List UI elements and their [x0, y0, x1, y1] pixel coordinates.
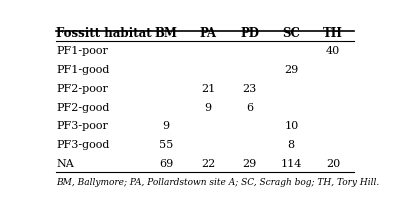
Text: 23: 23: [242, 84, 257, 94]
Text: BM: BM: [155, 27, 178, 40]
Text: SC: SC: [282, 27, 300, 40]
Text: PF2-good: PF2-good: [56, 103, 110, 113]
Text: 10: 10: [284, 121, 298, 131]
Text: 20: 20: [326, 159, 340, 169]
Text: 8: 8: [288, 140, 295, 150]
Text: 9: 9: [204, 103, 212, 113]
Text: TH: TH: [323, 27, 343, 40]
Text: PF2-poor: PF2-poor: [56, 84, 108, 94]
Text: 69: 69: [159, 159, 174, 169]
Text: 40: 40: [326, 46, 340, 56]
Text: PF3-poor: PF3-poor: [56, 121, 108, 131]
Text: Fossitt habitat: Fossitt habitat: [56, 27, 152, 40]
Text: 6: 6: [246, 103, 253, 113]
Text: BM, Ballymore; PA, Pollardstown site A; SC, Scragh bog; TH, Tory Hill.: BM, Ballymore; PA, Pollardstown site A; …: [56, 178, 380, 187]
Text: 29: 29: [242, 159, 257, 169]
Text: 55: 55: [159, 140, 174, 150]
Text: 9: 9: [163, 121, 170, 131]
Text: PF1-good: PF1-good: [56, 65, 110, 75]
Text: PD: PD: [240, 27, 259, 40]
Text: PF1-poor: PF1-poor: [56, 46, 108, 56]
Text: 114: 114: [281, 159, 302, 169]
Text: PA: PA: [200, 27, 216, 40]
Text: NA: NA: [56, 159, 74, 169]
Text: PF3-good: PF3-good: [56, 140, 110, 150]
Text: 21: 21: [201, 84, 215, 94]
Text: 22: 22: [201, 159, 215, 169]
Text: 29: 29: [284, 65, 298, 75]
